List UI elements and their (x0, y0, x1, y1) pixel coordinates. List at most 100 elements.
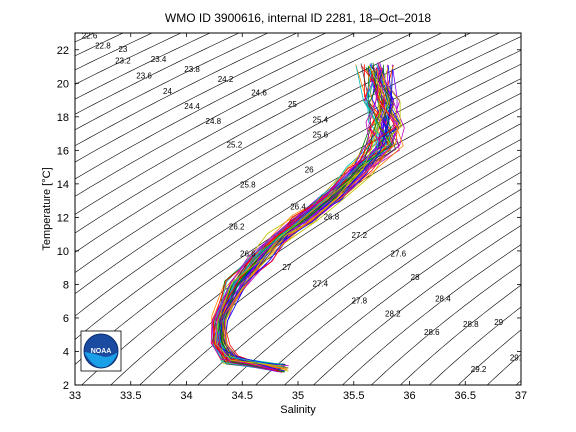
density-label: 28.6 (424, 328, 440, 337)
x-tick-label: 33 (69, 390, 81, 402)
density-contour-line (197, 155, 521, 385)
density-label: 23.8 (184, 65, 200, 74)
density-label: 26.6 (240, 249, 256, 258)
y-tick-label: 16 (57, 145, 69, 157)
y-tick-label: 2 (63, 380, 69, 392)
density-contour-line (75, 36, 521, 295)
density-contour-line (75, 33, 472, 253)
density-contour-line (342, 244, 521, 385)
y-tick-label: 4 (63, 346, 69, 358)
x-axis-label: Salinity (280, 404, 316, 416)
density-label: 25 (288, 100, 297, 109)
density-label: 24.6 (251, 88, 267, 97)
density-label: 25.8 (240, 181, 256, 190)
density-label: 24.2 (218, 75, 234, 84)
density-label: 25.2 (227, 140, 243, 149)
density-label: 26.4 (290, 202, 306, 211)
density-contour-line (313, 225, 521, 385)
density-label: 23.2 (115, 57, 131, 66)
density-contours (75, 33, 521, 385)
density-label: 28 (411, 273, 420, 282)
profile-line (210, 67, 378, 366)
density-label: 29.2 (471, 365, 487, 374)
profile-line (212, 67, 387, 371)
x-tick-label: 34 (180, 390, 192, 402)
density-label: 24 (163, 87, 172, 96)
density-label: 24.8 (206, 117, 222, 126)
density-label: 23.6 (136, 72, 152, 81)
density-label: 24.4 (184, 102, 200, 111)
noaa-logo-icon: NOAA (80, 330, 122, 372)
density-label: 22.6 (82, 32, 98, 41)
density-label: 27.8 (352, 296, 368, 305)
density-contour-line (139, 123, 521, 385)
density-contour-line (75, 33, 298, 147)
x-tick-label: 37 (515, 390, 527, 402)
profile-line (213, 65, 386, 372)
density-contour-line (75, 33, 385, 197)
density-label: 25.4 (313, 115, 329, 124)
y-axis-label: Temperature [°C] (41, 167, 53, 250)
density-contour-line (75, 33, 269, 131)
profile-line (215, 67, 397, 372)
density-contour-line (75, 33, 240, 115)
x-tick-label: 35.5 (343, 390, 364, 402)
density-label: 26.2 (229, 223, 245, 232)
profile-line (215, 70, 384, 371)
density-contour-line (75, 33, 327, 163)
profile-line (214, 62, 378, 367)
density-label: 25.6 (313, 130, 329, 139)
density-label: 26.8 (324, 213, 340, 222)
x-axis-ticks: 33 33.5 34 34.5 35 35.5 36 36.5 37 (69, 33, 527, 402)
density-contour-line (457, 329, 521, 385)
profile-line (214, 65, 389, 367)
density-label: 27.4 (313, 280, 329, 289)
density-contour-line (75, 33, 211, 100)
noaa-logo-text: NOAA (91, 348, 112, 355)
density-contour-line (226, 171, 521, 385)
x-tick-label: 36 (403, 390, 415, 402)
density-labels: 22.622.8 23 23.2 23.4 23.6 23.8 24 24.2 24.4 24.6… (82, 32, 521, 374)
density-label: 29. (510, 353, 521, 362)
density-contour-line (399, 284, 521, 385)
density-contour-line (284, 206, 521, 385)
chart-title: WMO ID 3900616, internal ID 2281, 18–Oct… (165, 11, 431, 25)
profile-lines (210, 62, 405, 373)
y-tick-label: 18 (57, 112, 69, 124)
density-contour-line (370, 264, 521, 385)
y-tick-label: 6 (63, 313, 69, 325)
y-tick-label: 8 (63, 279, 69, 291)
density-label: 27.2 (352, 231, 368, 240)
density-label: 27 (282, 263, 291, 272)
density-label: 28.2 (385, 310, 401, 319)
density-label: 29 (494, 318, 503, 327)
x-tick-label: 36.5 (455, 390, 476, 402)
density-label: 27.6 (391, 249, 407, 258)
density-contour-line (428, 306, 521, 385)
density-label: 28.8 (463, 320, 479, 329)
density-label: 26 (305, 166, 314, 175)
x-tick-label: 34.5 (232, 390, 253, 402)
profile-line (221, 66, 404, 370)
y-tick-label: 10 (57, 246, 69, 258)
profile-line (217, 70, 393, 373)
density-contour-line (486, 353, 521, 385)
density-contour-line (75, 33, 414, 215)
density-contour-line (168, 139, 521, 385)
density-label: 28.4 (435, 295, 451, 304)
density-contour-line (255, 188, 521, 385)
density-contour-line (75, 33, 501, 273)
y-tick-label: 22 (57, 45, 69, 57)
density-label: 23.4 (151, 55, 167, 64)
density-contour-line (75, 33, 443, 234)
density-label: 22.8 (95, 42, 111, 51)
y-tick-label: 12 (57, 212, 69, 224)
y-tick-label: 20 (57, 78, 69, 90)
density-contour-line (75, 33, 356, 180)
density-label: 23 (118, 45, 127, 54)
x-tick-label: 33.5 (120, 390, 141, 402)
density-contour-line (110, 107, 521, 385)
profile-line (221, 69, 399, 371)
